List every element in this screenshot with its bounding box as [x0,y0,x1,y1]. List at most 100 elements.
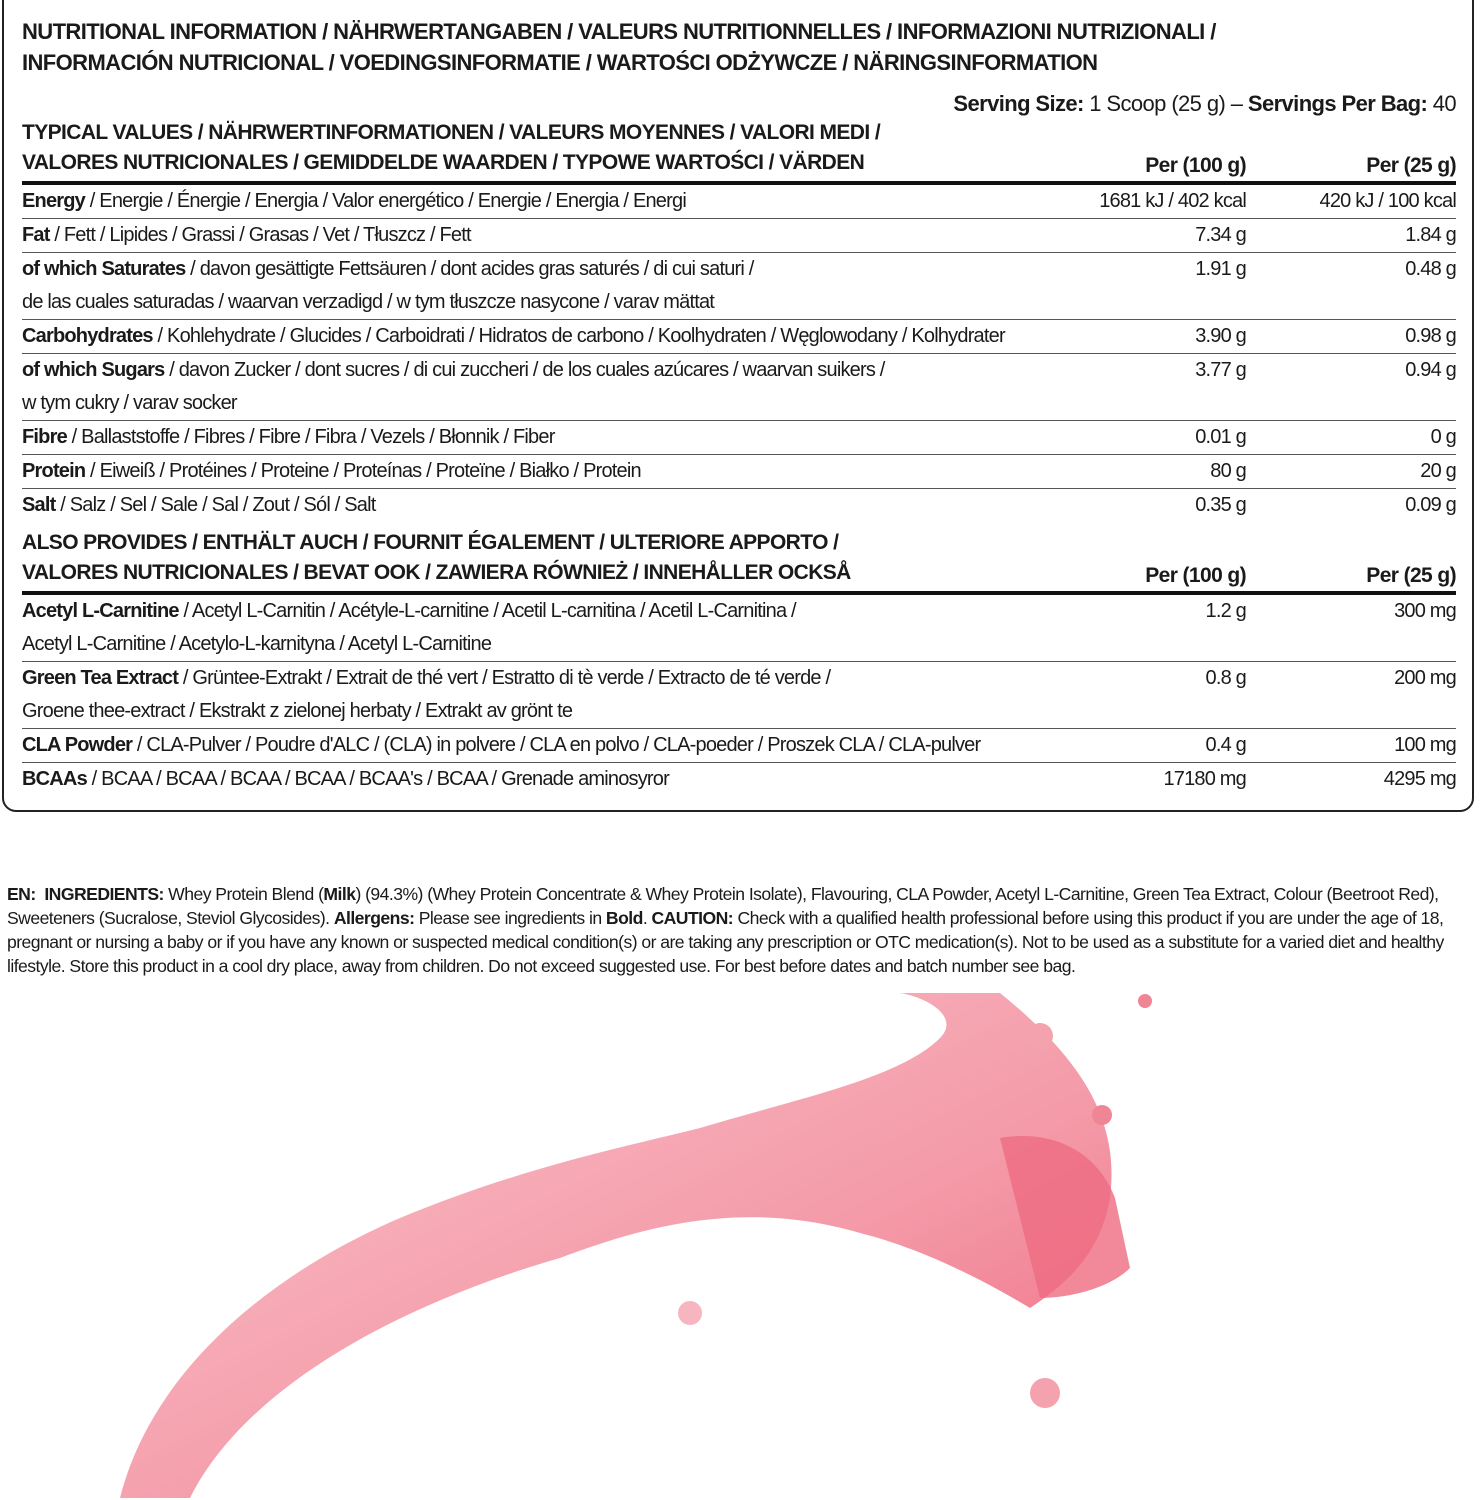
servings-per-bag-label: Servings Per Bag: [1247,91,1428,116]
splash-droplet [1030,1378,1060,1408]
nutrient-label-line: Fibre / Ballaststoffe / Fibres / Fibre /… [22,421,1096,454]
serving-size-value: 1 Scoop (25 g) [1089,91,1226,116]
nutrient-label: Energy / Energie / Énergie / Energia / V… [22,185,1096,218]
nutrient-translations: / Salz / Sel / Sale / Sal / Zout / Sól /… [55,494,376,516]
nutrient-name: CLA Powder [22,734,133,756]
nutrient-row: Fat / Fett / Lipides / Grassi / Grasas /… [22,219,1457,253]
nutrient-name: Acetyl L-Carnitine [22,600,180,622]
value-per-100g: 1.2 g [1205,600,1247,622]
typical-values-header: TYPICAL VALUES / NÄHRWERTINFORMATIONEN /… [22,118,1457,185]
nutrient-label: Fibre / Ballaststoffe / Fibres / Fibre /… [22,421,1096,454]
nutrient-label-line: of which Sugars / davon Zucker / dont su… [22,354,1096,387]
nutrient-label-line: Protein / Eiweiß / Protéines / Proteine … [22,455,1096,488]
nutrition-panel: NUTRITIONAL INFORMATION / NÄHRWERTANGABE… [2,0,1474,812]
nutrient-row: Salt / Salz / Sel / Sale / Sal / Zout / … [22,489,1457,522]
nutrient-translations: / Kohlehydrate / Glucides / Carboidrati … [152,325,1006,347]
nutrient-row: of which Saturates / davon gesättigte Fe… [22,253,1457,320]
language-label: EN: [7,884,36,904]
ingredients-text: EN: INGREDIENTS: Whey Protein Blend (Mil… [7,882,1473,978]
caution-label: CAUTION: [651,908,734,928]
nutrient-name: Fat [22,224,50,246]
typical-values-table: TYPICAL VALUES / NÄHRWERTINFORMATIONEN /… [22,118,1457,522]
nutrient-translations: / davon Zucker / dont sucres / di cui zu… [164,359,885,381]
nutrient-label: BCAAs / BCAA / BCAA / BCAA / BCAA / BCAA… [22,763,1096,796]
nutrient-row: Green Tea Extract / Grüntee-Extrakt / Ex… [22,662,1457,729]
value-per-100g: 1681 kJ / 402 kcal [1099,190,1247,212]
nutrient-row: BCAAs / BCAA / BCAA / BCAA / BCAA / BCAA… [22,763,1457,796]
nutrient-name: of which Saturates [22,258,186,280]
nutrient-label: Acetyl L-Carnitine / Acetyl L-Carnitin /… [22,595,1096,661]
nutrient-label: of which Sugars / davon Zucker / dont su… [22,354,1096,420]
value-per-25g: 4295 mg [1383,768,1457,790]
nutrient-label-line: Energy / Energie / Énergie / Energia / V… [22,185,1096,218]
col-per-100g: Per (100 g) [1145,154,1246,177]
value-per-25g: 300 mg [1394,600,1457,622]
value-per-25g: 0 g [1430,426,1457,448]
title-line: NUTRITIONAL INFORMATION / NÄHRWERTANGABE… [22,19,1216,44]
value-per-100g: 0.35 g [1195,494,1247,516]
bold-word: Bold [605,908,643,928]
nutrient-label-line: Fat / Fett / Lipides / Grassi / Grasas /… [22,219,1096,252]
nutrient-name: Protein [22,460,86,482]
heading-line: VALORES NUTRICIONALES / GEMIDDELDE WAARD… [22,151,865,174]
heading-line: ALSO PROVIDES / ENTHÄLT AUCH / FOURNIT É… [22,531,839,554]
nutrient-label-line: Acetyl L-Carnitine / Acetyl L-Carnitin /… [22,595,1096,628]
nutrient-row: Acetyl L-Carnitine / Acetyl L-Carnitin /… [22,595,1457,662]
splash-crown [1000,1136,1130,1298]
nutrient-translations: w tym cukry / varav socker [22,392,238,414]
nutrient-label-line: Carbohydrates / Kohlehydrate / Glucides … [22,320,1096,353]
nutrient-label: Protein / Eiweiß / Protéines / Proteine … [22,455,1096,488]
nutrient-row: Carbohydrates / Kohlehydrate / Glucides … [22,320,1457,354]
nutrient-name: Green Tea Extract [22,667,179,689]
caution-text: Check with a qualified health profession… [7,908,1444,976]
value-per-100g: 3.90 g [1195,325,1247,347]
nutrient-translations: / Grüntee-Extrakt / Extrait de thé vert … [178,667,831,689]
panel-title: NUTRITIONAL INFORMATION / NÄHRWERTANGABE… [22,16,1456,78]
splash-droplet [1092,1105,1112,1125]
heading-line: TYPICAL VALUES / NÄHRWERTINFORMATIONEN /… [22,121,881,144]
ingredients-label: INGREDIENTS: [44,884,164,904]
nutrient-translations: Acetyl L-Carnitine / Acetylo-L-karnityna… [22,633,492,655]
ingredients-text-part: ) (94.3%) (Whey Protein Concentrate & Wh… [7,884,1439,928]
value-per-25g: 0.09 g [1405,494,1457,516]
also-provides-header: ALSO PROVIDES / ENTHÄLT AUCH / FOURNIT É… [22,528,1457,595]
splash-droplet [1138,994,1152,1008]
value-per-100g: 0.4 g [1205,734,1247,756]
value-per-100g: 1.91 g [1195,258,1247,280]
nutrient-label-line: Groene thee-extract / Ekstrakt z zielone… [22,695,1096,728]
nutrient-label-line: Salt / Salz / Sel / Sale / Sal / Zout / … [22,489,1096,522]
also-provides-table: ALSO PROVIDES / ENTHÄLT AUCH / FOURNIT É… [22,528,1457,796]
nutrient-row: Energy / Energie / Énergie / Energia / V… [22,185,1457,219]
heading-line: VALORES NUTRICIONALES / BEVAT OOK / ZAWI… [22,561,851,584]
nutrient-row: CLA Powder / CLA-Pulver / Poudre d'ALC /… [22,729,1457,763]
nutrient-label-line: Green Tea Extract / Grüntee-Extrakt / Ex… [22,662,1096,695]
servings-per-bag-value: 40 [1432,91,1457,116]
nutrient-label: Salt / Salz / Sel / Sale / Sal / Zout / … [22,489,1096,522]
title-line: INFORMACIÓN NUTRICIONAL / VOEDINGSINFORM… [22,50,1098,75]
nutrient-translations: / Fett / Lipides / Grassi / Grasas / Vet… [49,224,471,246]
value-per-25g: 100 mg [1394,734,1457,756]
value-per-100g: 0.8 g [1205,667,1247,689]
nutrient-name: Energy [22,190,86,212]
nutrient-label: Green Tea Extract / Grüntee-Extrakt / Ex… [22,662,1096,728]
value-per-100g: 3.77 g [1195,359,1247,381]
nutrient-label-line: Acetyl L-Carnitine / Acetylo-L-karnityna… [22,628,1096,661]
nutrient-name: Fibre [22,426,68,448]
nutrient-label: CLA Powder / CLA-Pulver / Poudre d'ALC /… [22,729,1096,762]
serving-info: Serving Size: 1 Scoop (25 g) – Servings … [22,90,1456,118]
col-per-25g: Per (25 g) [1366,154,1456,177]
value-per-100g: 17180 mg [1163,768,1246,790]
value-per-100g: 0.01 g [1195,426,1247,448]
splash-wave [120,993,1112,1498]
allergen-milk: Milk [323,884,356,904]
nutrient-translations: Groene thee-extract / Ekstrakt z zielone… [22,700,573,722]
nutrient-name: Carbohydrates [22,325,154,347]
nutrient-label: of which Saturates / davon gesättigte Fe… [22,253,1096,319]
col-per-100g: Per (100 g) [1145,564,1246,587]
nutrient-label-line: w tym cukry / varav socker [22,387,1096,420]
nutrient-name: BCAAs [22,768,88,790]
nutrient-translations: de las cuales saturadas / waarvan verzad… [22,291,715,313]
value-per-25g: 420 kJ / 100 kcal [1319,190,1457,212]
value-per-25g: 20 g [1420,460,1457,482]
serving-separator: – [1230,91,1243,116]
